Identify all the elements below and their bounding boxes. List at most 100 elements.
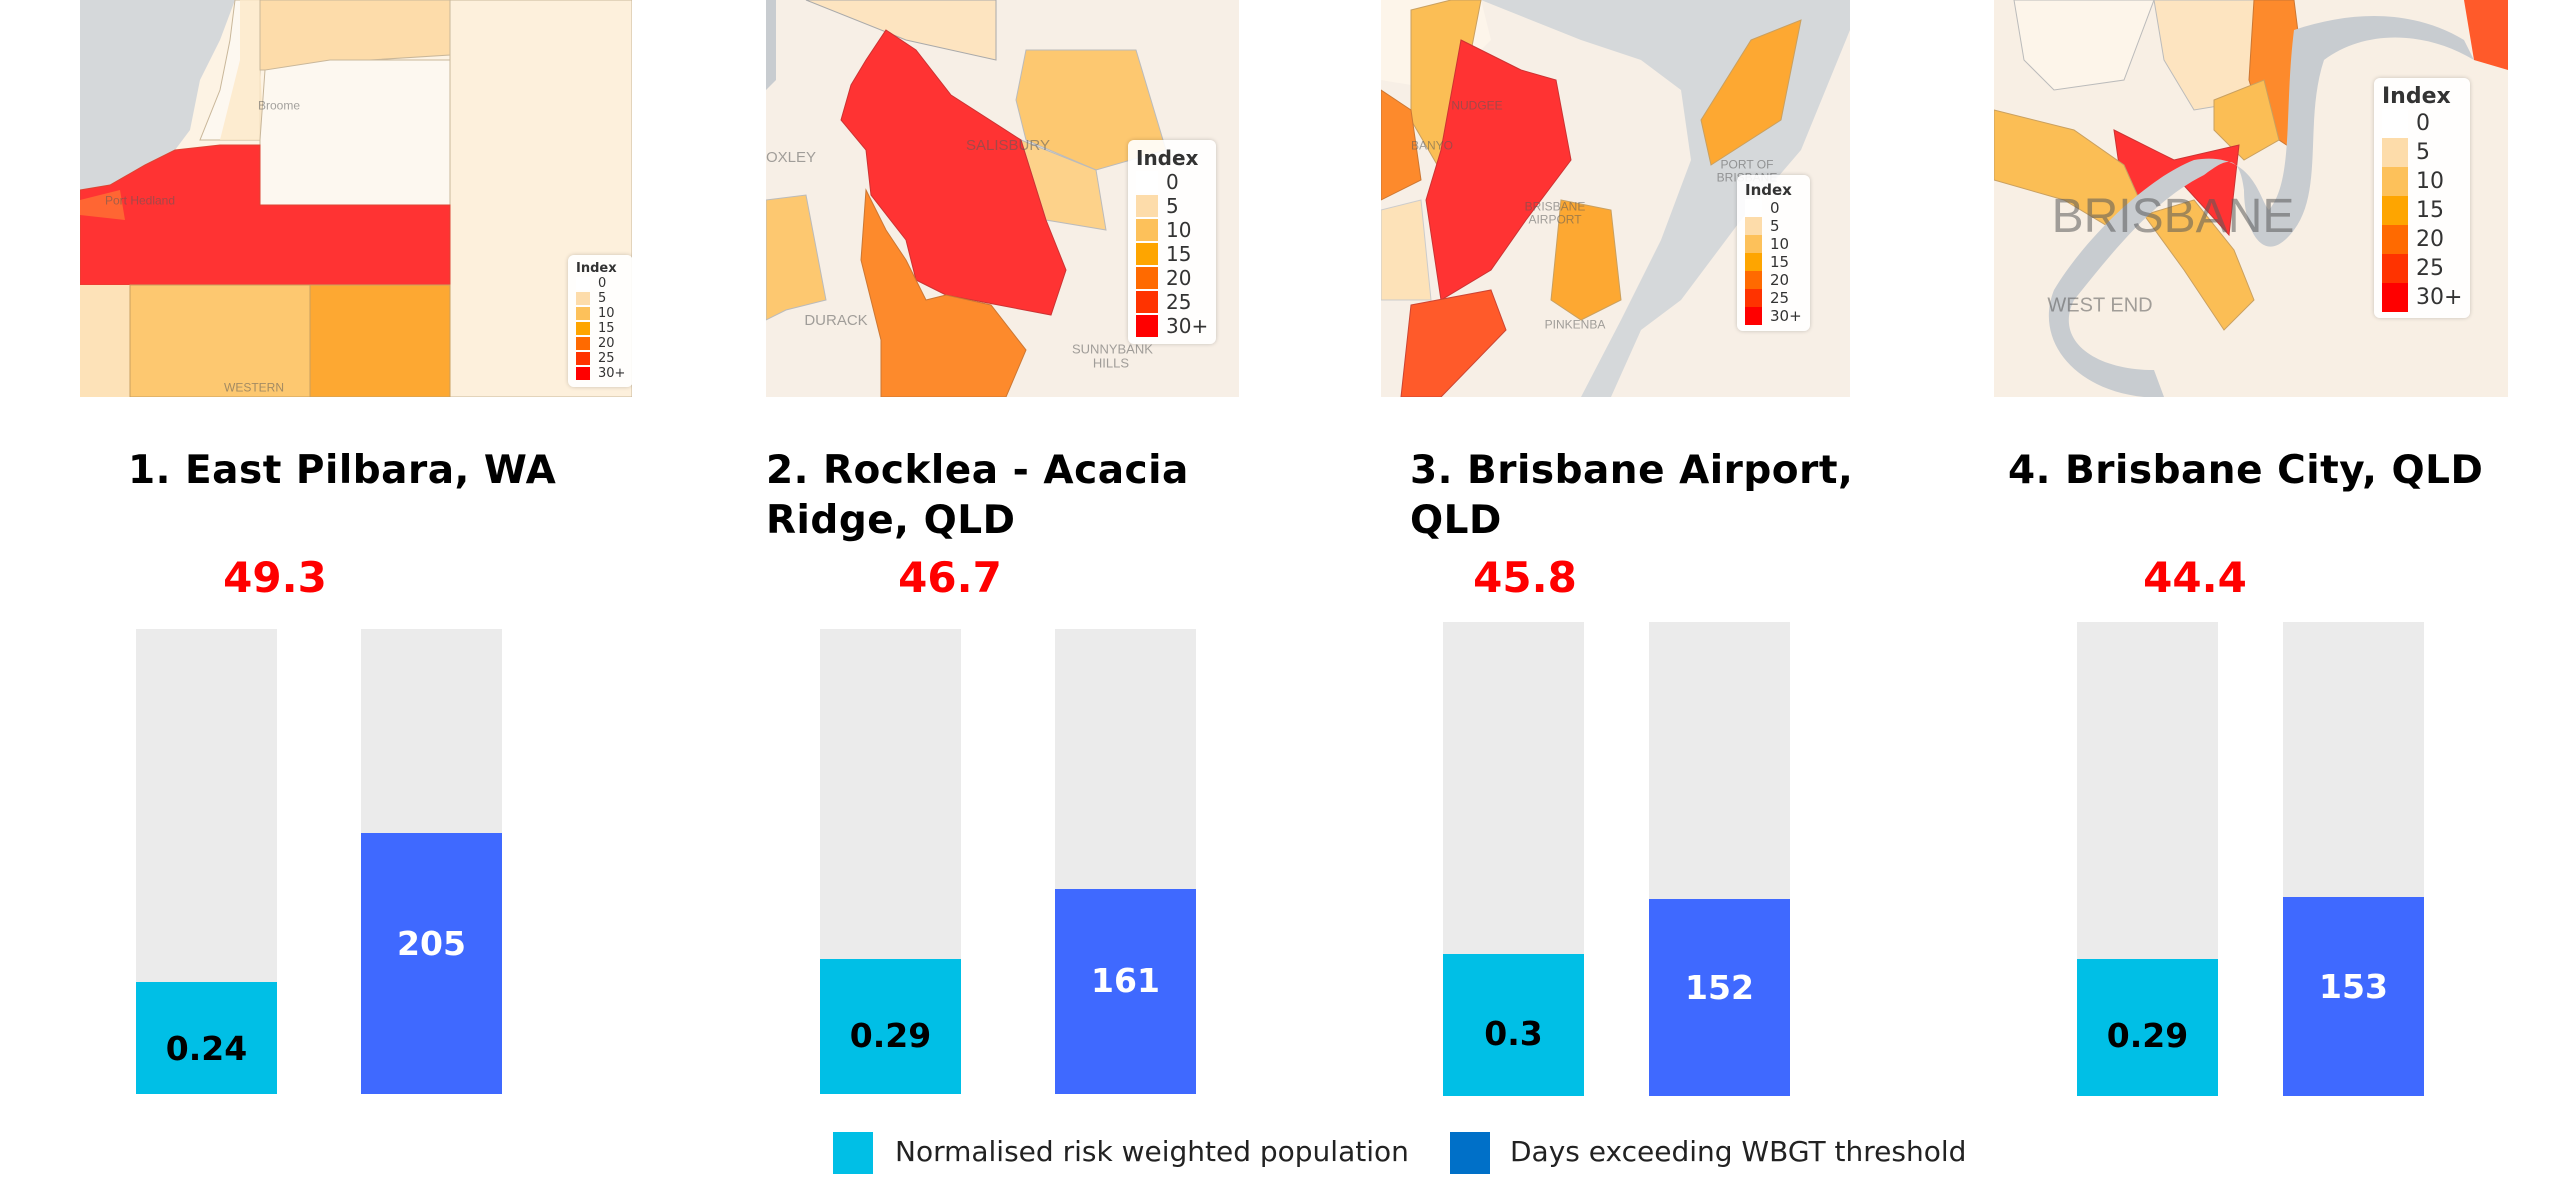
map-legend-row: 20 bbox=[2382, 225, 2462, 254]
map-legend-label: 5 bbox=[1770, 217, 1780, 235]
map-legend-label: 20 bbox=[1166, 266, 1192, 290]
wbgt-days-bar: 161 bbox=[1055, 629, 1196, 1094]
bar-value-label: 205 bbox=[397, 924, 466, 964]
map-legend-label: 5 bbox=[1166, 194, 1179, 218]
map-place-label: DURACK bbox=[804, 312, 868, 330]
map-legend-row: 25 bbox=[1136, 290, 1208, 314]
map-legend-row: 30+ bbox=[2382, 283, 2462, 312]
map-legend-row: 5 bbox=[2382, 138, 2462, 167]
map-legend-row: 10 bbox=[1136, 218, 1208, 242]
choropleth-map: OXLEY SALISBURY DURACK SUNNYBANK HILLS Index… bbox=[766, 0, 1239, 397]
map-legend-row: 20 bbox=[576, 336, 625, 351]
map-legend-row: 0 bbox=[1745, 199, 1802, 217]
map-legend-label: 0 bbox=[2416, 111, 2430, 136]
bar-value-label: 0.3 bbox=[1484, 1013, 1543, 1053]
map-legend-swatch bbox=[2382, 109, 2408, 138]
map-legend-label: 30+ bbox=[598, 366, 626, 381]
map-legend-swatch bbox=[1745, 253, 1762, 271]
map-legend-swatch bbox=[576, 277, 590, 290]
heat-index-score: 44.4 bbox=[2143, 553, 2247, 602]
bar-fill: 161 bbox=[1055, 888, 1196, 1094]
map-legend-swatch bbox=[2382, 254, 2408, 283]
map-legend-swatch bbox=[1745, 271, 1762, 289]
map-legend-title: Index bbox=[1136, 146, 1199, 170]
map-legend-swatch bbox=[1745, 217, 1762, 235]
map-legend-label: 25 bbox=[598, 351, 615, 366]
legend-label: Normalised risk weighted population bbox=[895, 1135, 1409, 1168]
map-legend-row: 10 bbox=[1745, 235, 1802, 253]
map-legend-label: 5 bbox=[598, 291, 607, 306]
map-legend-row: 15 bbox=[576, 321, 625, 336]
map-legend-label: 10 bbox=[598, 306, 615, 321]
region-title: 3. Brisbane Airport, QLD bbox=[1410, 448, 1854, 543]
wbgt-days-bar: 205 bbox=[361, 629, 502, 1094]
bar-value-label: 161 bbox=[1091, 960, 1160, 1000]
map-legend-title: Index bbox=[576, 261, 617, 276]
map-index-legend: Index 0 5 10 15 20 25 30+ bbox=[568, 255, 632, 387]
map-legend-label: 10 bbox=[1166, 218, 1192, 242]
map-place-label: WESTERN bbox=[224, 380, 284, 395]
map-index-legend: Index 0 5 10 15 20 25 30+ bbox=[1737, 175, 1810, 331]
bar-value-label: 152 bbox=[1685, 967, 1754, 1007]
map-place-label: BANYO bbox=[1410, 138, 1454, 153]
heat-index-score: 46.7 bbox=[898, 553, 1002, 602]
map-legend-swatch bbox=[1745, 199, 1762, 217]
map-legend-swatch bbox=[576, 307, 590, 320]
map-place-label: OXLEY bbox=[766, 149, 817, 167]
map-legend-swatch bbox=[1136, 243, 1158, 265]
map-legend-row: 15 bbox=[2382, 196, 2462, 225]
map-legend-row: 30+ bbox=[1136, 314, 1208, 338]
map-legend-swatch bbox=[576, 352, 590, 365]
map-legend-label: 20 bbox=[2416, 227, 2444, 252]
heat-index-score: 49.3 bbox=[223, 553, 327, 602]
map-place-label: BRISBANE bbox=[2051, 189, 2295, 243]
map-legend-swatch bbox=[576, 337, 590, 350]
map-legend-swatch bbox=[576, 292, 590, 305]
bar-fill: 0.29 bbox=[2077, 958, 2218, 1096]
map-legend-label: 25 bbox=[1166, 290, 1192, 314]
wbgt-days-bar: 152 bbox=[1649, 622, 1790, 1096]
map-legend-swatch bbox=[1745, 307, 1762, 325]
bar-fill: 152 bbox=[1649, 898, 1790, 1096]
map-legend-title: Index bbox=[2382, 84, 2451, 109]
map-image bbox=[80, 0, 632, 397]
map-legend-label: 25 bbox=[2416, 256, 2444, 281]
map-index-legend: Index 0 5 10 15 20 25 30+ bbox=[2374, 78, 2471, 318]
map-legend-label: 10 bbox=[1770, 235, 1790, 253]
map-legend-label: 0 bbox=[598, 276, 607, 291]
map-legend-row: 5 bbox=[1136, 194, 1208, 218]
risk-population-bar: 0.24 bbox=[136, 629, 277, 1094]
bar-value-label: 0.29 bbox=[2106, 1016, 2189, 1056]
map-legend-row: 30+ bbox=[576, 366, 625, 381]
map-legend-label: 15 bbox=[1166, 242, 1192, 266]
legend-swatch bbox=[1450, 1132, 1490, 1174]
region-title: 4. Brisbane City, QLD bbox=[2008, 448, 2484, 493]
map-legend-row: 10 bbox=[2382, 167, 2462, 196]
map-legend-swatch bbox=[1136, 171, 1158, 193]
bar-fill: 0.29 bbox=[820, 959, 961, 1094]
map-legend-row: 30+ bbox=[1745, 307, 1802, 325]
map-legend-swatch bbox=[1136, 315, 1158, 337]
map-legend-swatch bbox=[2382, 283, 2408, 312]
map-legend-row: 10 bbox=[576, 306, 625, 321]
heat-index-score: 45.8 bbox=[1473, 553, 1577, 602]
bar-value-label: 0.29 bbox=[849, 1015, 932, 1055]
bar-value-label: 153 bbox=[2319, 966, 2388, 1006]
map-legend-row: 0 bbox=[2382, 109, 2462, 138]
map-place-label: Broome bbox=[257, 98, 301, 113]
map-legend-title: Index bbox=[1745, 181, 1792, 199]
map-legend-label: 30+ bbox=[1770, 307, 1802, 325]
map-legend-row: 5 bbox=[1745, 217, 1802, 235]
map-place-label: SALISBURY bbox=[966, 137, 1050, 155]
map-legend-swatch bbox=[2382, 167, 2408, 196]
risk-population-bar: 0.29 bbox=[820, 629, 961, 1094]
map-legend-row: 20 bbox=[1136, 266, 1208, 290]
map-legend-label: 25 bbox=[1770, 289, 1790, 307]
map-legend-label: 30+ bbox=[2416, 285, 2463, 310]
bar-fill: 205 bbox=[361, 832, 502, 1094]
map-legend-label: 20 bbox=[598, 336, 615, 351]
map-index-legend: Index 0 5 10 15 20 25 30+ bbox=[1128, 140, 1217, 344]
map-legend-row: 25 bbox=[2382, 254, 2462, 283]
bar-fill: 0.24 bbox=[136, 982, 277, 1094]
map-legend-row: 0 bbox=[576, 276, 625, 291]
